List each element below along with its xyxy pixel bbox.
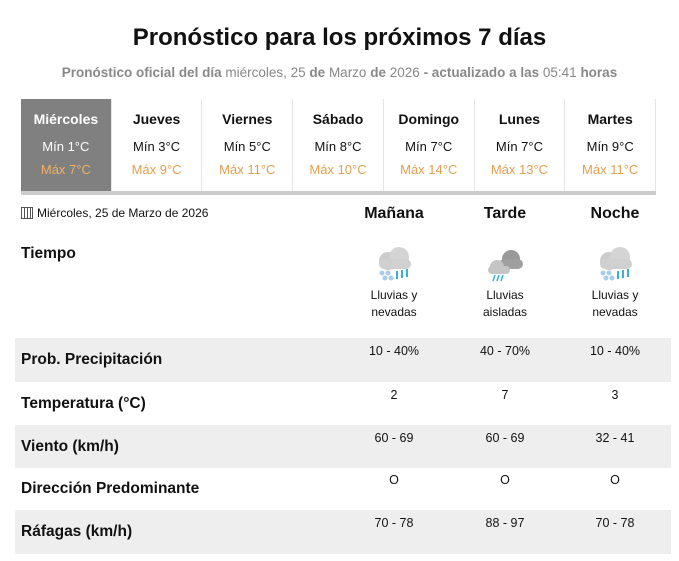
day-tab-1[interactable]: Jueves Mín 3°C Máx 9°C [112, 99, 203, 191]
day-name: Viernes [222, 111, 273, 127]
day-min: Mín 7°C [495, 139, 543, 154]
row-value: O [389, 473, 399, 487]
row-label: Dirección Predominante [21, 480, 200, 497]
day-name: Martes [587, 111, 633, 127]
weather-text: aisladas [482, 305, 528, 319]
table-row: Viento (km/h) 60 - 69 60 - 69 32 - 41 [15, 425, 671, 468]
day-tab-6[interactable]: Martes Mín 9°C Máx 11°C [565, 99, 657, 191]
day-tab-5[interactable]: Lunes Mín 7°C Máx 13°C [475, 99, 566, 191]
day-max: Máx 9°C [131, 162, 182, 177]
row-value: 40 - 70% [479, 344, 531, 358]
weather-afternoon: Lluvias aisladas [450, 245, 560, 321]
row-value: 10 - 40% [368, 344, 420, 358]
weather-text: Lluvias y [370, 288, 418, 302]
weather-text: nevadas [592, 305, 638, 319]
day-min: Mín 1°C [42, 139, 90, 154]
period-morning: Mañana [364, 205, 424, 222]
row-value: 60 - 69 [485, 431, 525, 445]
tiempo-label: Tiempo [21, 245, 76, 262]
day-min: Mín 7°C [405, 139, 453, 154]
table-row: Ráfagas (km/h) 70 - 78 88 - 97 70 - 78 [15, 510, 671, 554]
calendar-icon [21, 207, 33, 219]
period-night: Noche [590, 205, 640, 222]
day-min: Mín 3°C [133, 139, 181, 154]
weather-night: Lluvias y nevadas [560, 245, 670, 321]
weather-text: Lluvias [486, 288, 524, 302]
row-value: 3 [611, 388, 619, 402]
day-name: Jueves [132, 111, 181, 127]
day-min: Mín 9°C [586, 139, 634, 154]
row-label: Viento (km/h) [21, 437, 119, 455]
day-tabs: (function(){const d=JSON.parse(document.… [21, 99, 657, 195]
day-min: Mín 8°C [314, 139, 362, 154]
weather-morning: Lluvias y nevadas [339, 245, 449, 321]
date-text: Miércoles, 25 de Marzo de 2026 [37, 206, 209, 220]
day-max: Máx 13°C [490, 162, 549, 177]
day-max: Máx 11°C [219, 162, 276, 177]
table-row: Dirección Predominante O O O [15, 468, 671, 510]
day-max: Máx 14°C [400, 162, 458, 177]
day-name: Sábado [312, 111, 364, 127]
forecast-date: Miércoles, 25 de Marzo de 2026 [21, 206, 208, 220]
day-tab-4[interactable]: Domingo Mín 7°C Máx 14°C [384, 99, 475, 191]
period-afternoon: Tarde [483, 205, 527, 222]
row-value: O [610, 473, 620, 487]
page-title: Pronóstico para los próximos 7 días [132, 24, 547, 51]
rain-snow-icon [379, 247, 411, 281]
day-max: Máx 7°C [40, 162, 91, 177]
day-name: Lunes [498, 111, 541, 127]
isolated-rain-icon [488, 250, 523, 282]
row-value: 60 - 69 [374, 431, 414, 445]
row-label: Prob. Precipitación [21, 351, 163, 368]
row-label: Temperatura (°C) [21, 394, 146, 412]
weather-text: Lluvias y [591, 288, 639, 302]
row-value: 7 [501, 388, 509, 402]
table-row: Prob. Precipitación 10 - 40% 40 - 70% 10 - … [15, 338, 671, 382]
row-value: 88 - 97 [485, 516, 525, 530]
day-max: Máx 10°C [309, 162, 367, 177]
subtitle: Pronóstico oficial del día miércoles, 25… [61, 65, 618, 80]
row-value: 10 - 40% [589, 344, 641, 358]
row-value: 2 [390, 388, 398, 402]
table-row: Temperatura (°C) 2 7 3 [15, 382, 671, 425]
day-tab-3[interactable]: Sábado Mín 8°C Máx 10°C [293, 99, 384, 191]
day-tab-2[interactable]: Viernes Mín 5°C Máx 11°C [202, 99, 294, 191]
row-value: 70 - 78 [595, 516, 635, 530]
day-min: Mín 5°C [223, 139, 271, 154]
day-tab-0[interactable]: Miércoles Mín 1°C Máx 7°C [21, 99, 112, 191]
rain-snow-icon [600, 247, 632, 281]
row-value: 70 - 78 [374, 516, 414, 530]
day-name: Miércoles [33, 111, 99, 127]
row-label: Ráfagas (km/h) [21, 523, 133, 540]
day-name: Domingo [398, 111, 460, 127]
row-value: O [500, 473, 510, 487]
row-value: 32 - 41 [595, 431, 635, 445]
day-max: Máx 11°C [582, 162, 639, 177]
weather-text: nevadas [371, 305, 417, 319]
